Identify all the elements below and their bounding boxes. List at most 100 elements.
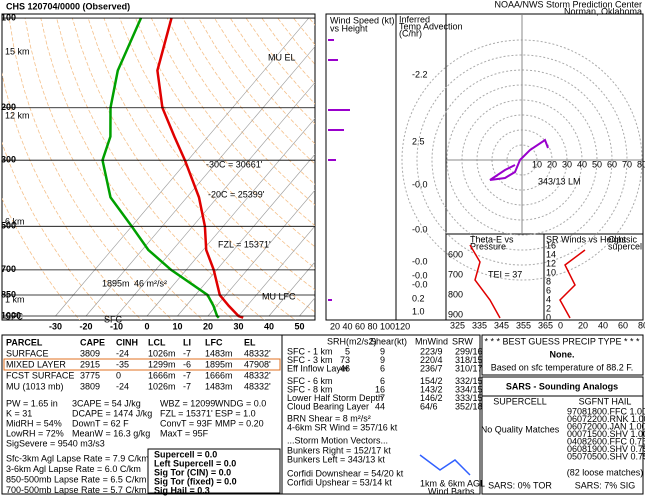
pressure-label: 300 [1,155,16,165]
sr-winds-frame [543,233,644,321]
kin-cell: 154/2 [420,376,443,386]
thermo-cell: K = 31 [6,408,32,418]
kin-header: MnWind [415,336,448,346]
kin-header: SRW [452,336,473,346]
thermo-cell: MaxT = 95F [160,428,209,438]
height-label: 6 km [5,216,25,226]
parcel-header: CINH [116,337,138,347]
theta-xtick: 345 [494,320,509,330]
isotherm [55,17,309,317]
parcel-cell: 1026m [148,381,176,391]
pressure-label: 100 [1,12,16,22]
pressure-label: 200 [1,102,16,112]
kin-cell: 9 [380,346,385,356]
skewt-annotation: 1895m [102,278,130,288]
kin-cell: 46 [340,363,350,373]
kin-line: BRN Shear = 8 m²/s² [287,413,371,423]
kin-cell: 236/7 [420,363,443,373]
parcel-cell: -24 [116,381,129,391]
sr-ytick: 14 [546,249,556,259]
temp-tick-label: 20 [203,321,213,331]
kin-cell: 7 [380,393,385,403]
advection-value: -0.0 [412,279,428,289]
parcel-cell: 47908' [244,359,271,369]
sr-trace [559,249,586,319]
isotherm [207,189,315,317]
indices-frame [147,448,281,494]
kin-cell: 318/15 [455,355,483,365]
mini-hodo [419,454,471,476]
kin-line: 4-6km SR Wind = 357/16 kt [287,422,398,432]
storm-motion: 343/13 LM [538,176,581,186]
dry-adiabat [135,17,315,248]
parcel-cell: 1666m [148,370,176,380]
highlight [3,358,281,371]
parcel-cell: -6 [183,359,191,369]
thermo-cell: PW = 1.65 in [6,398,58,408]
thermo-cell: FZL = 15371' [160,408,213,418]
parcel-cell: MIXED LAYER [6,359,66,369]
advection-value: -0.0 [412,224,428,234]
sr-xtick: 20 [578,320,588,330]
sr-ytick: 0 [546,312,551,322]
skewt-annotation: FZL = 15371' [218,239,271,249]
org: NOAA/NWS Storm Prediction Center [494,0,642,9]
kin-cell: 73 [340,355,350,365]
height-label: 12 km [5,110,30,120]
theta-title: Pressure [470,241,506,251]
kin-cell: 310/17 [455,363,483,373]
kinematic-frame [281,334,481,495]
dry-adiabat [24,17,204,320]
parcel-cell: 1895m [205,359,233,369]
kin-line: Corfidi Upshear = 53/14 kt [287,477,392,487]
sars-none: No Quality Matches [481,424,560,434]
hodo-ring-label: 40 [577,159,587,169]
dry-adiabat [2,141,112,320]
dry-adiabat [56,17,266,320]
parcel-cell: 1483m [205,348,233,358]
parcel-cell: -24 [116,348,129,358]
title: CHS 120704/0000 (Observed) [6,1,130,11]
thermo-cell: ConvT = 93F [160,418,213,428]
kin-cell: 9 [380,355,385,365]
kin-header: SRH(m2/s2) [327,336,377,346]
hail-match: 06072000.JAN 1.00 [567,421,645,431]
sars-title: SARS - Sounding Analogs [506,381,618,391]
lapse-rate: 3-6km Agl Lapse Rate = 6.0 C/km [6,464,141,474]
sr-ytick: 4 [546,294,551,304]
hail-match: 05070500.SHV 0.75 [567,451,645,461]
wind-title: Wind Speed (kt) [330,15,395,25]
thermo-cell: DownT = 62 F [72,418,129,428]
sr-ytick: 16 [546,240,556,250]
sr-xtick: 80 [638,320,645,330]
dry-adiabat [150,17,315,227]
barb-note: 1km & 6km AGL [420,478,485,488]
sr-ytick: 10 [546,267,556,277]
sr-note: Classic [608,234,638,244]
wind-axis: 20 40 60 80 100120 [330,321,410,331]
advection-title: Inferred [399,14,430,24]
precip-type: None. [549,349,574,359]
advection-value: 1.0 [412,306,425,316]
kin-cell: 44 [375,401,385,411]
temp-tick-label: 50 [294,321,304,331]
parcel-cell: 3775 [80,370,100,380]
index: Sig Tor (fixed) = 0.0 [154,476,237,486]
parcel-cell: 48332' [244,381,271,391]
thermo-cell: ESP = 1.0 [215,408,256,418]
theta-ytick: 600 [448,249,463,259]
hodo-ring-label: 70 [622,159,632,169]
lapse-rate: 700-500mb Lapse Rate = 5.7 C/km [6,485,146,495]
dry-adiabat [8,17,173,320]
isotherm [268,261,315,317]
parcel-cell: SURFACE [6,348,49,358]
temp-tick-label: 40 [264,321,274,331]
kin-cell: 220/4 [420,355,443,365]
sars-tor: SARS: 0% TOR [488,480,552,490]
parcel-header: CAPE [80,337,105,347]
place: Norman, Oklahoma [564,6,642,16]
parcel-cell: 3809 [80,381,100,391]
isotherm [85,46,315,317]
